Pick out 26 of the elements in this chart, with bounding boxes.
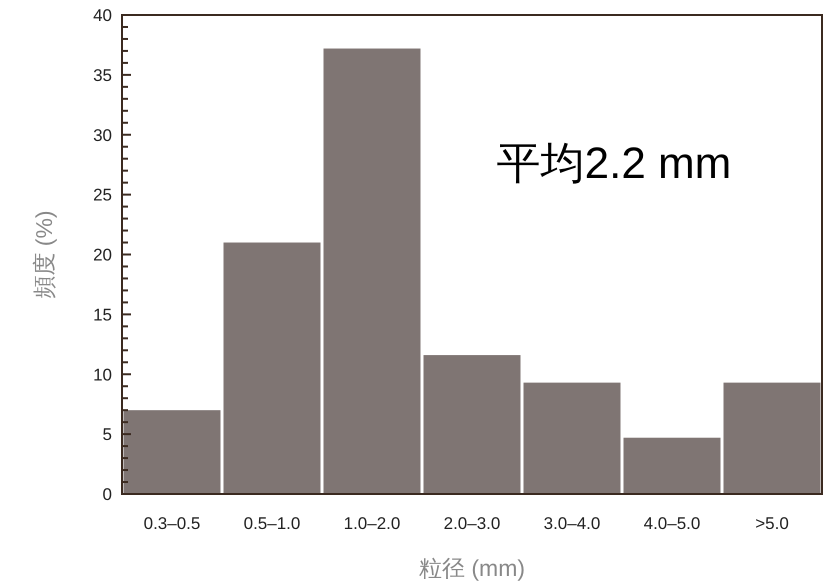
bar <box>124 410 220 494</box>
bar <box>224 242 320 494</box>
y-tick-label: 25 <box>93 186 112 205</box>
bar <box>524 382 620 494</box>
y-tick-label: 0 <box>102 485 112 504</box>
bar <box>424 355 520 494</box>
bar <box>324 48 420 494</box>
y-axis-title: 頻度 (%) <box>31 210 57 299</box>
x-tick-label: 4.0–5.0 <box>644 514 700 533</box>
annotation: 平均2.2 mm <box>496 139 732 188</box>
y-tick-label: 15 <box>93 305 112 324</box>
x-tick-label: 1.0–2.0 <box>344 514 400 533</box>
x-axis-title: 粒径 (mm) <box>418 555 526 581</box>
y-tick-label: 20 <box>93 246 112 264</box>
y-tick-label: 35 <box>93 66 112 85</box>
bar <box>624 438 720 494</box>
x-tick-label: 0.3–0.5 <box>144 514 200 533</box>
x-tick-label: 0.5–1.0 <box>244 514 300 533</box>
bar <box>724 382 820 494</box>
y-tick-label: 10 <box>93 365 112 384</box>
y-tick-label: 5 <box>102 425 112 444</box>
x-tick-label: >5.0 <box>755 514 789 533</box>
x-tick-label: 3.0–4.0 <box>544 514 600 533</box>
y-tick-label: 30 <box>93 126 112 145</box>
x-tick-label: 2.0–3.0 <box>444 514 500 533</box>
y-tick-label: 40 <box>93 6 112 25</box>
